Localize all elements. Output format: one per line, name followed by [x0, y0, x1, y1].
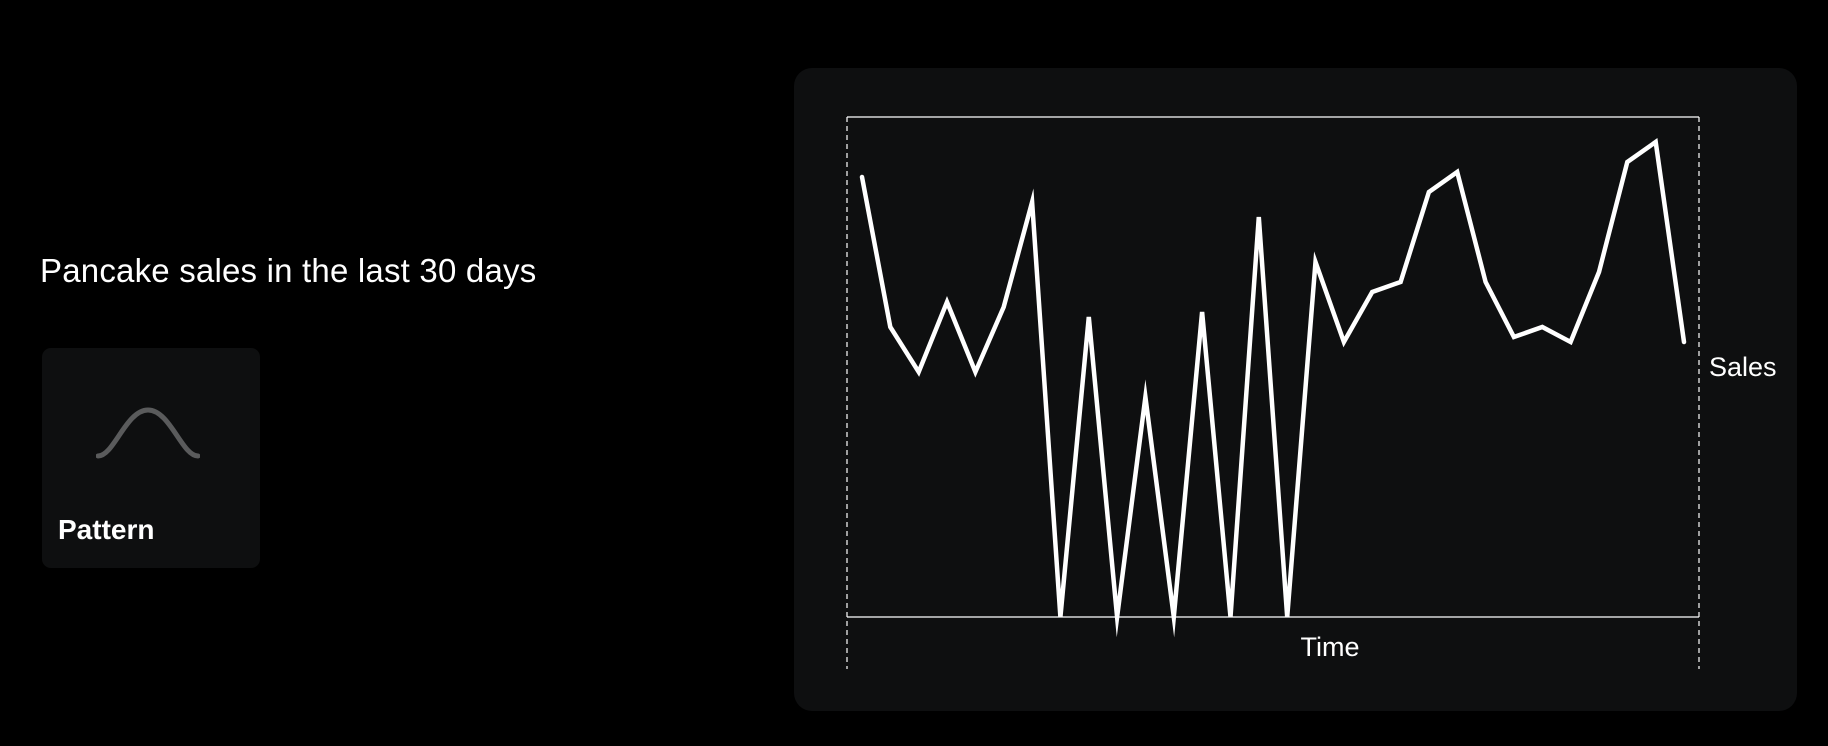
pattern-card[interactable]: Pattern [42, 348, 260, 568]
line-chart [846, 116, 1700, 669]
x-axis-label: Time [1300, 632, 1360, 662]
bell-curve-icon [96, 407, 200, 459]
y-axis-label: Sales [1709, 352, 1777, 382]
chart-frame [846, 116, 1700, 669]
page-title: Pancake sales in the last 30 days [40, 252, 537, 289]
series-sales [859, 138, 1687, 638]
sales-line [859, 138, 1687, 638]
chart-card: Time Sales [794, 68, 1797, 711]
pattern-label: Pattern [58, 514, 155, 545]
